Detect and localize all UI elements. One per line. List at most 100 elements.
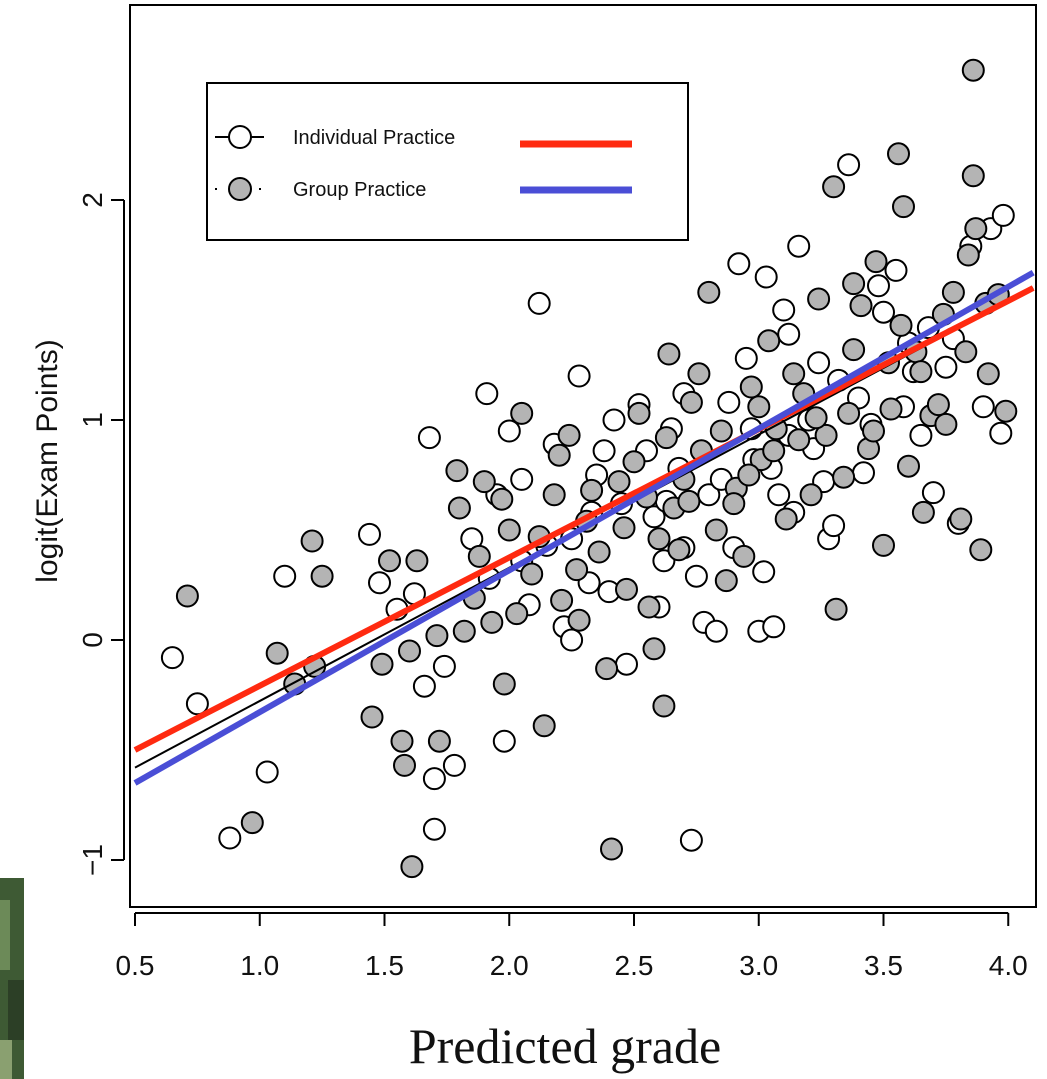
individual-point [422, 817, 446, 841]
individual-point [602, 408, 626, 432]
legend-item-group: Group Practice [215, 177, 632, 201]
y-tick-label: 2 [77, 192, 108, 208]
group-point [842, 338, 866, 362]
group-point [360, 705, 384, 729]
group-point [390, 729, 414, 753]
group-point [949, 507, 973, 531]
group-point [240, 811, 264, 835]
group-point [737, 463, 761, 487]
group-point [647, 527, 671, 551]
group-point [961, 164, 985, 188]
group-point [622, 450, 646, 474]
individual-point [872, 300, 895, 324]
group-point [687, 362, 711, 386]
group-point [969, 538, 993, 562]
group-point [175, 584, 199, 608]
individual-point [218, 826, 242, 850]
individual-point [422, 767, 446, 791]
group-point [550, 588, 574, 612]
legend: Individual Practice Group Practice [206, 82, 689, 241]
group-point [837, 401, 861, 425]
individual-point [567, 364, 591, 388]
x-tick-label: 2.0 [490, 950, 529, 981]
group-point [490, 487, 514, 511]
individual-point [527, 291, 551, 315]
group-point [961, 58, 985, 82]
axes: 0.5 1.0 1.5 2.0 2.5 3.0 3.5 4.0 −1 0 1 2 [77, 192, 1028, 981]
individual-point [989, 421, 1013, 445]
individual-point [734, 346, 758, 370]
individual-point [679, 828, 703, 852]
group-point [804, 406, 828, 430]
group-point [954, 340, 978, 364]
group-point [557, 423, 581, 447]
individual-point [767, 483, 791, 507]
individual-point [412, 674, 436, 698]
group-fit-line [133, 269, 1035, 786]
individual-point [432, 654, 456, 678]
individual-point [754, 265, 778, 289]
group-point [994, 399, 1018, 423]
individual-point [822, 514, 846, 538]
individual-point [417, 426, 441, 450]
group-point [787, 428, 811, 452]
group-point [425, 624, 449, 648]
group-point [567, 608, 591, 632]
group-point [532, 714, 556, 738]
fit-lines [133, 269, 1035, 786]
group-point [445, 459, 469, 483]
group-point [842, 272, 866, 296]
group-point [862, 419, 885, 443]
individual-point [368, 571, 391, 595]
individual-point [160, 646, 184, 670]
group-point [799, 483, 823, 507]
group-point [709, 419, 733, 443]
individual-point [772, 298, 796, 322]
legend-marker-open-circle [228, 125, 252, 149]
group-point [657, 342, 681, 366]
individual-point [921, 481, 945, 505]
group-point [612, 516, 636, 540]
group-point [824, 597, 848, 621]
individual-point [717, 390, 741, 414]
individual-point [777, 322, 801, 346]
individual-point [867, 274, 890, 298]
group-point [976, 362, 1000, 386]
group-point [370, 652, 394, 676]
individual-point [787, 234, 811, 258]
group-point [879, 397, 903, 421]
individual-point [884, 258, 908, 282]
group-point [849, 294, 873, 318]
x-tick-label: 1.5 [365, 950, 404, 981]
group-point [762, 439, 786, 463]
group-point [757, 329, 781, 353]
group-point [427, 729, 451, 753]
group-point [864, 250, 888, 274]
group-point [627, 401, 651, 425]
individual-point [807, 351, 831, 375]
group-point [398, 639, 421, 663]
group-point [615, 577, 638, 601]
x-tick-label: 4.0 [989, 950, 1028, 981]
individual-point [934, 355, 958, 379]
group-point [642, 637, 666, 661]
group-point [467, 544, 491, 568]
photo-fragment [0, 878, 24, 1079]
group-point [892, 195, 915, 219]
group-point [580, 478, 604, 502]
individual-point [475, 382, 499, 406]
group-point [520, 562, 544, 586]
group-point [654, 426, 678, 450]
group-point [310, 564, 334, 588]
x-tick-label: 0.5 [116, 950, 155, 981]
group-point [822, 175, 846, 199]
individual-point [255, 760, 279, 784]
group-point [378, 549, 401, 573]
group-point [897, 454, 920, 478]
group-point [704, 518, 728, 542]
individual-point [642, 505, 666, 529]
legend-item-individual: Individual Practice [215, 125, 632, 149]
group-point [747, 395, 771, 419]
group-point [652, 694, 676, 718]
group-point [739, 375, 763, 399]
